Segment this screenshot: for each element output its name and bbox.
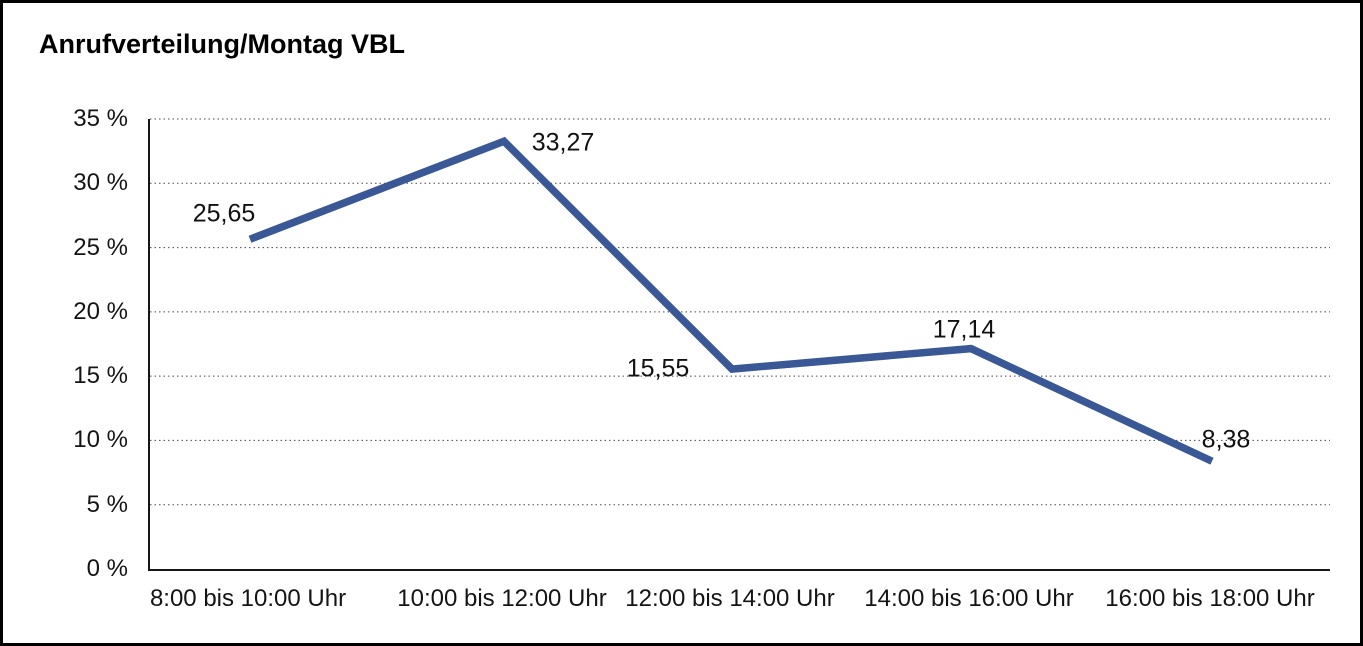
value-label: 17,14 <box>932 315 996 344</box>
x-axis-category-label: 14:00 bis 16:00 Uhr <box>864 585 1074 612</box>
y-axis-tick-label: 30 % <box>73 169 128 197</box>
x-axis-category-label: 8:00 bis 10:00 Uhr <box>149 585 347 612</box>
y-axis-tick-label: 15 % <box>73 362 128 390</box>
line-chart-canvas <box>150 118 1330 506</box>
value-label: 25,65 <box>192 199 256 228</box>
value-label: 33,27 <box>531 128 595 157</box>
plot-area: 25,65 33,27 15,55 17,14 8,38 <box>148 118 1330 571</box>
y-axis-tick-label: 35 % <box>73 105 128 132</box>
y-axis-tick-label: 10 % <box>73 426 128 454</box>
x-axis-category-label: 16:00 bis 18:00 Uhr <box>1105 585 1315 612</box>
y-axis-tick-label: 20 % <box>73 297 128 325</box>
y-axis-labels: 35 % 30 % 25 % 20 % 15 % 10 % 5 % 0 % <box>3 105 128 582</box>
value-label: 15,55 <box>626 354 690 383</box>
x-axis-category-label: 10:00 bis 12:00 Uhr <box>397 585 607 612</box>
y-axis-tick-label: 0 % <box>86 555 128 582</box>
value-label: 8,38 <box>1201 425 1251 454</box>
x-axis-labels: 8:00 bis 10:00 Uhr 10:00 bis 12:00 Uhr 12:… <box>148 585 1328 619</box>
chart-title: Anrufverteilung/Montag VBL <box>39 29 405 59</box>
y-axis-tick-label: 5 % <box>86 490 128 518</box>
data-line-series <box>248 136 1214 465</box>
x-axis-category-label: 12:00 bis 14:00 Uhr <box>625 585 835 612</box>
y-axis-tick-label: 25 % <box>73 233 128 261</box>
